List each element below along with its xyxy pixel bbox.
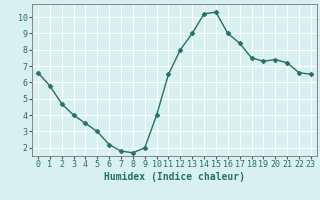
X-axis label: Humidex (Indice chaleur): Humidex (Indice chaleur) — [104, 172, 245, 182]
